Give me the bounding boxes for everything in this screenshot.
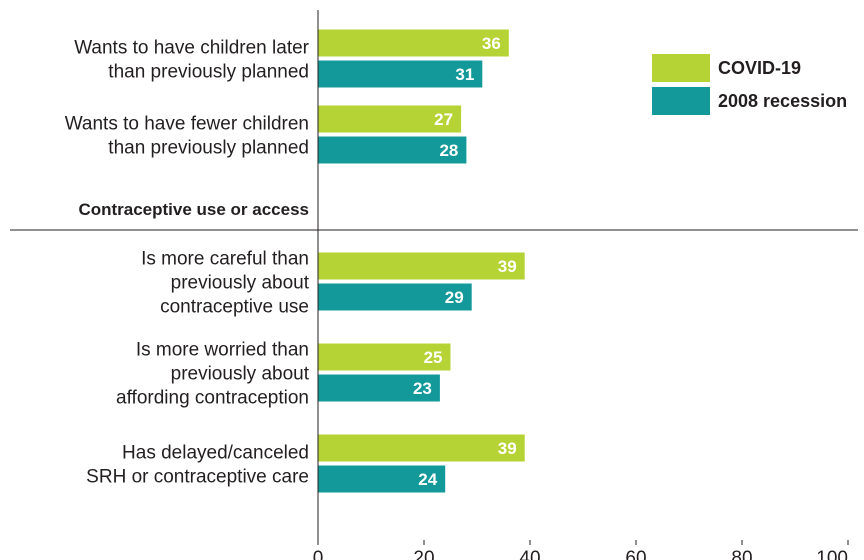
category-label: previously about <box>171 364 310 385</box>
legend-label: 2008 recession <box>718 91 847 111</box>
data-label: 29 <box>445 288 464 307</box>
category-label: Wants to have children later <box>74 38 309 59</box>
data-label: 25 <box>424 348 443 367</box>
legend-swatch <box>652 87 710 115</box>
category-label: previously about <box>171 273 310 294</box>
category-label: Is more worried than <box>136 340 309 361</box>
data-label: 28 <box>439 141 458 160</box>
bar-covid19 <box>318 435 525 462</box>
legend-swatch <box>652 54 710 82</box>
category-label: SRH or contraceptive care <box>86 467 309 488</box>
data-label: 24 <box>418 470 437 489</box>
data-label: 27 <box>434 110 453 129</box>
x-tick-label: 100 <box>816 548 848 560</box>
category-label: Has delayed/canceled <box>122 443 309 464</box>
data-label: 36 <box>482 34 501 53</box>
section-title: Contraceptive use or access <box>78 200 309 219</box>
data-label: 23 <box>413 379 432 398</box>
category-label: Is more careful than <box>141 249 309 270</box>
x-tick-label: 0 <box>313 548 324 560</box>
category-label: than previously planned <box>108 62 309 83</box>
bar-covid19 <box>318 253 525 280</box>
category-label: contraceptive use <box>160 297 309 318</box>
legend-label: COVID-19 <box>718 58 801 78</box>
x-tick-label: 80 <box>731 548 752 560</box>
x-tick-label: 60 <box>625 548 646 560</box>
category-label: Wants to have fewer children <box>65 114 309 135</box>
x-tick-label: 20 <box>413 548 434 560</box>
data-label: 39 <box>498 439 517 458</box>
category-label: affording contraception <box>116 388 309 409</box>
data-label: 39 <box>498 257 517 276</box>
bar-covid19 <box>318 30 509 57</box>
x-tick-label: 40 <box>519 548 540 560</box>
data-label: 31 <box>455 65 474 84</box>
category-label: than previously planned <box>108 138 309 159</box>
